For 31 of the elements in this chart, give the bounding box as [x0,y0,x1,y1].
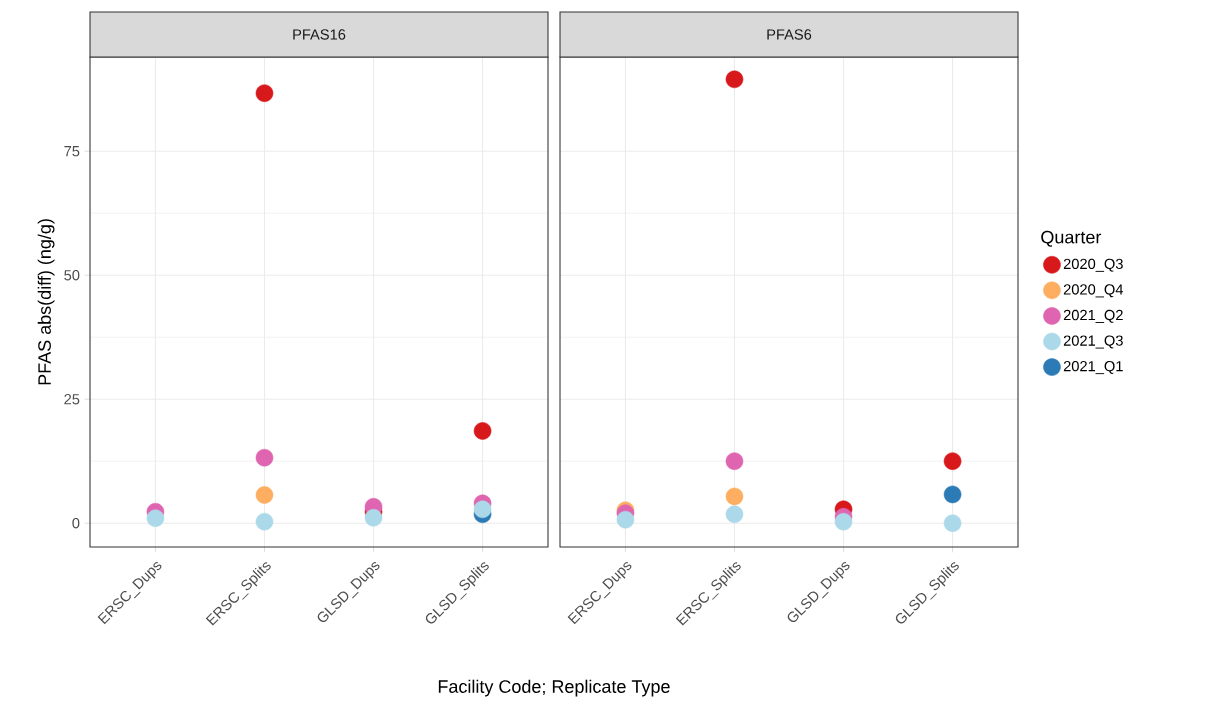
y-tick-label: 0 [72,518,80,529]
point [255,84,274,102]
legend-title: Quarter [1041,230,1102,247]
point [725,505,744,524]
point [473,500,492,519]
point [943,485,962,504]
point [725,487,744,506]
y-tick-label: 75 [64,146,80,157]
point [364,508,383,527]
point [255,486,274,504]
y-tick-label: 50 [64,270,80,281]
point [834,512,853,531]
point [725,452,744,470]
x-axis-title: Facility Code; Replicate Type [438,679,670,697]
point [255,512,274,531]
chart-title: PFAS16 [293,29,346,40]
legend-label: 2021_Q2 [1063,309,1123,323]
point [616,510,635,529]
legend-label: 2021_Q3 [1063,335,1123,349]
point [943,452,962,470]
legend-label: 2021_Q1 [1063,360,1123,375]
y-axis-title: PFAS abs(diff) (ng/g) [37,219,55,385]
legend-label: 2020_Q3 [1063,258,1123,272]
legend-label: 2020_Q4 [1063,284,1124,298]
point [725,70,744,89]
point [255,448,274,467]
point [943,514,962,532]
point [146,509,165,527]
y-tick-label: 25 [64,394,80,405]
chart-title: PFAS6 [767,29,812,40]
point [473,422,492,440]
